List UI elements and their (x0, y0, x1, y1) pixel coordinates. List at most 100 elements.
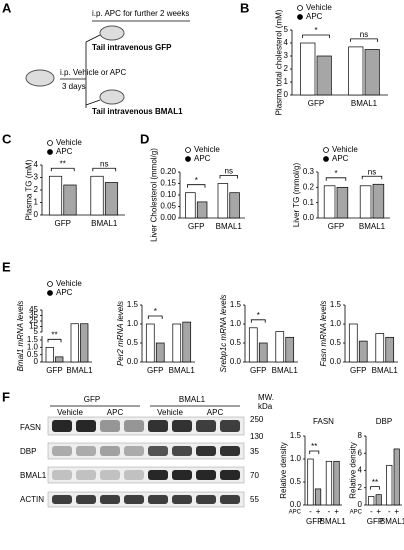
mw-marker: 130 (250, 432, 264, 441)
y-tick-label: 4 (358, 466, 363, 475)
y-tick-label: 5 (284, 25, 289, 34)
annotation: ns (360, 30, 368, 39)
diagram-text: Tail intravenous GFP (92, 43, 172, 52)
y-tick-label: 6 (358, 448, 363, 457)
blot-protein: ACTIN (20, 495, 44, 504)
y-tick-label: 0.5 (230, 338, 242, 347)
y-axis-label: Fasn mRNA levels (319, 301, 328, 367)
bar (80, 323, 89, 363)
bracket (309, 450, 320, 454)
band (100, 470, 120, 480)
y-tick-label: 35 (29, 311, 38, 320)
bar-label: + (376, 507, 381, 516)
mouse-icon (99, 25, 125, 41)
bar (48, 175, 63, 216)
bracket (361, 175, 383, 180)
bar (275, 331, 285, 363)
y-axis-label: Plasma TG (mM) (25, 159, 34, 220)
band (172, 446, 192, 456)
bar-label-title: APC (289, 510, 302, 516)
bar (358, 340, 368, 363)
y-tick-label: 0.0 (230, 357, 242, 366)
annotation: * (314, 26, 317, 35)
blot-protein: FASN (20, 423, 41, 432)
annotation: * (334, 169, 337, 178)
mouse-icon (25, 69, 55, 87)
annotation: ** (51, 330, 57, 339)
y-tick-label: 0.05 (160, 202, 176, 211)
y-tick-label: 0.10 (160, 190, 176, 199)
y-tick-label: 8 (358, 431, 363, 440)
mw-marker: 250 (250, 415, 264, 424)
bar (55, 356, 64, 363)
bar (386, 464, 393, 506)
bar (336, 186, 349, 219)
y-tick-label: 0 (34, 357, 39, 366)
y-axis-label: Relative density (349, 442, 358, 498)
blot-group: BMAL1 (179, 395, 206, 404)
diagram-text: i.p. Vehicle or APC (60, 68, 126, 77)
bracket (47, 338, 62, 343)
y-tick-label: 3 (34, 173, 39, 182)
bar (372, 183, 385, 219)
y-tick-label: 4 (34, 160, 39, 169)
bar (172, 323, 182, 363)
y-tick-label: 1 (34, 198, 39, 207)
y-tick-label: 0.5 (127, 338, 139, 347)
y-tick-label: 0.15 (160, 179, 176, 188)
y-tick-label: 1.0 (290, 454, 302, 463)
bar (393, 448, 400, 506)
bar (364, 49, 380, 96)
band (52, 470, 72, 480)
band (196, 446, 216, 456)
legend-label: APC (56, 147, 73, 156)
band (52, 446, 72, 456)
bar (307, 458, 314, 506)
bracket (325, 177, 347, 181)
band (76, 470, 96, 480)
bar (368, 496, 375, 506)
bar-label-title: APC (350, 510, 363, 516)
y-tick-label: 2 (358, 483, 363, 492)
panel-label: C (2, 131, 12, 146)
legend-swatch (47, 149, 53, 155)
x-tick-label: GFP (250, 366, 266, 375)
y-tick-label: 2 (284, 64, 289, 73)
mouse-icon (99, 89, 125, 105)
bar (185, 192, 196, 219)
legend-swatch (297, 14, 303, 20)
bar (45, 346, 54, 363)
bracket (370, 486, 380, 490)
band (220, 420, 240, 432)
legend-swatch (185, 147, 191, 153)
bracket (147, 315, 163, 319)
y-tick-label: 25 (29, 316, 38, 325)
bracket (187, 184, 206, 188)
band (100, 420, 120, 432)
y-axis-label: Srebp1c mRNA levels (219, 295, 228, 373)
bar (63, 184, 77, 216)
blot-frame (47, 491, 245, 508)
bar (182, 321, 192, 363)
y-tick-label: 0.0 (330, 357, 342, 366)
x-tick-label: GFP (306, 517, 322, 526)
x-tick-label: BMAL1 (351, 99, 378, 108)
x-tick-label: GFP (188, 222, 204, 231)
y-tick-label: 0.0 (290, 500, 302, 509)
y-tick-label: 0.00 (160, 213, 176, 222)
x-tick-label: BMAL1 (372, 366, 399, 375)
bracket (92, 167, 117, 172)
bar (229, 192, 240, 219)
band (124, 495, 144, 504)
legend-swatch (323, 147, 329, 153)
band (124, 470, 144, 480)
y-tick-label: 0.1 (303, 198, 315, 207)
bar (316, 55, 332, 96)
bar (323, 185, 336, 219)
blot-protein: BMAL1 (20, 471, 47, 480)
x-tick-label: BMAL1 (216, 222, 243, 231)
y-tick-label: 1.5 (290, 431, 302, 440)
y-tick-label: 0.3 (303, 167, 315, 176)
y-tick-label: 0.5 (330, 338, 342, 347)
blot-group: GFP (84, 395, 100, 404)
